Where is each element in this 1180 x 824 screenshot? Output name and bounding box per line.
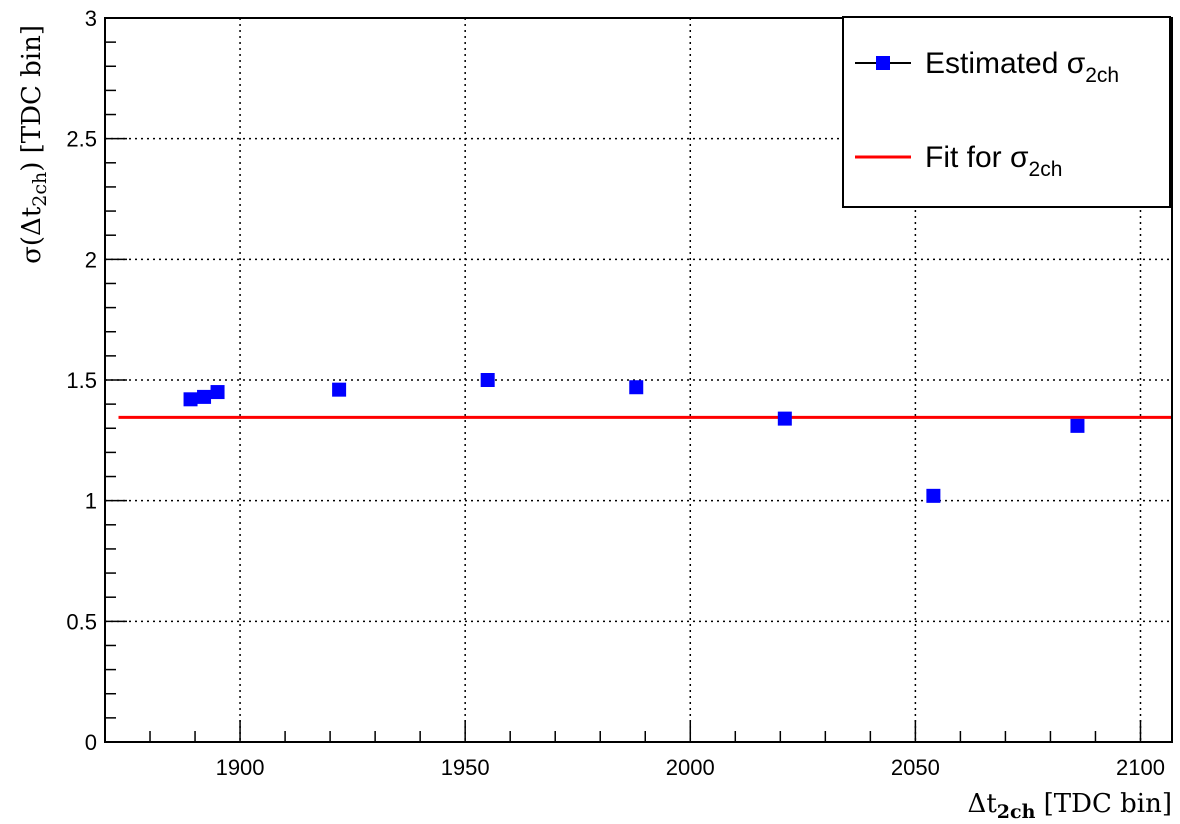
legend-label-estimated: Estimated σ2ch [925, 47, 1119, 87]
x-tick-label: 2050 [891, 755, 940, 780]
y-tick-label: 2 [85, 247, 97, 272]
data-point [777, 411, 792, 426]
y-tick-label: 2.5 [66, 127, 97, 152]
legend-label-fit: Fit for σ2ch [925, 141, 1062, 181]
data-points [183, 373, 1085, 503]
legend-marker-estimated [876, 56, 890, 70]
x-tick-label: 2000 [666, 755, 715, 780]
x-tick-label: 2100 [1116, 755, 1165, 780]
legend-box [842, 16, 1171, 208]
y-tick-label: 1.5 [66, 368, 97, 393]
y-tick-label: 3 [85, 6, 97, 31]
data-point [197, 389, 212, 404]
data-point [926, 488, 941, 503]
data-point [332, 382, 347, 397]
x-tick-label: 1950 [441, 755, 490, 780]
axis-ticks [104, 17, 1142, 743]
data-point [629, 380, 644, 395]
y-tick-label: 0 [85, 730, 97, 755]
data-point [480, 373, 495, 387]
data-point [210, 385, 225, 400]
x-tick-label: 1900 [216, 755, 265, 780]
y-tick-label: 1 [85, 489, 97, 514]
tick-labels: 1900 1950 2000 2050 2100 0 0.5 1 1.5 2 2.5 3 [66, 6, 1165, 780]
legend: Estimated σ2ch Fit for σ2ch [842, 16, 1171, 208]
data-point [1070, 418, 1085, 433]
y-axis-title: σ(Δt2ch) [TDC bin] [17, 25, 51, 264]
data-point [183, 392, 198, 407]
y-tick-label: 0.5 [66, 609, 97, 634]
x-axis-title: Δt2ch [TDC bin] [968, 789, 1172, 823]
